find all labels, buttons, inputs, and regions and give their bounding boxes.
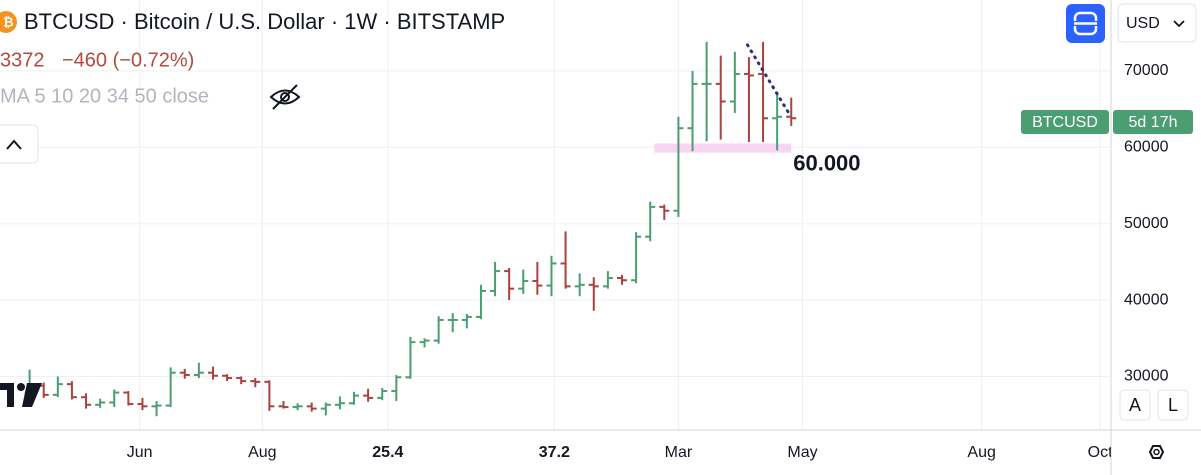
coin-icon: ₿	[3, 14, 14, 29]
price-tag: BTCUSD 5d 17h	[1021, 110, 1193, 134]
x-tick-label: Jun	[127, 444, 153, 461]
plot	[24, 41, 797, 417]
y-tick-label: 60000	[1124, 139, 1169, 156]
y-tick-label: 40000	[1124, 291, 1169, 308]
x-tick-label: Mar	[665, 444, 693, 461]
trendline	[746, 43, 792, 117]
currency-dropdown[interactable]: USD	[1117, 3, 1197, 43]
settings-button[interactable]	[1148, 445, 1165, 459]
logo	[0, 383, 42, 407]
y-tick-label: 70000	[1124, 62, 1169, 79]
scale-button[interactable]	[1119, 389, 1151, 421]
price-tag-symbol: BTCUSD	[1032, 114, 1098, 131]
last-price: 3372	[0, 49, 45, 71]
currency-label: USD	[1126, 15, 1160, 32]
symbol-title: BTCUSD · Bitcoin / U.S. Dollar · 1W · BI…	[24, 9, 505, 34]
y-tick-label: 50000	[1124, 215, 1169, 232]
indicator-legend: MA 5 10 20 34 50 close	[0, 85, 209, 107]
hide-icon[interactable]	[269, 84, 301, 110]
x-tick-label: Oct	[1088, 444, 1113, 461]
axes: 30000 40000 50000 60000 70000 Jun Aug 25.4 37.2 M…	[127, 62, 1169, 461]
x-tick-label: 25.4	[372, 444, 403, 461]
y-tick-label: 30000	[1124, 368, 1169, 385]
bar-countdown: 5d 17h	[1129, 114, 1178, 131]
x-tick-label: Aug	[967, 444, 995, 461]
scale-button[interactable]	[1157, 389, 1189, 421]
price-change: −460 (−0.72%)	[62, 49, 194, 71]
coin-icon	[0, 11, 17, 33]
collapse-button[interactable]	[0, 124, 39, 164]
support-zone	[654, 143, 792, 153]
annotation: 60.000	[793, 150, 860, 175]
x-tick-label: May	[787, 444, 817, 461]
x-tick-label: Aug	[248, 444, 276, 461]
x-tick-label: 37.2	[539, 444, 570, 461]
scale-button-label: L	[1168, 395, 1178, 415]
scale-button-label: A	[1129, 395, 1141, 415]
fullscreen-button[interactable]	[1066, 4, 1105, 43]
